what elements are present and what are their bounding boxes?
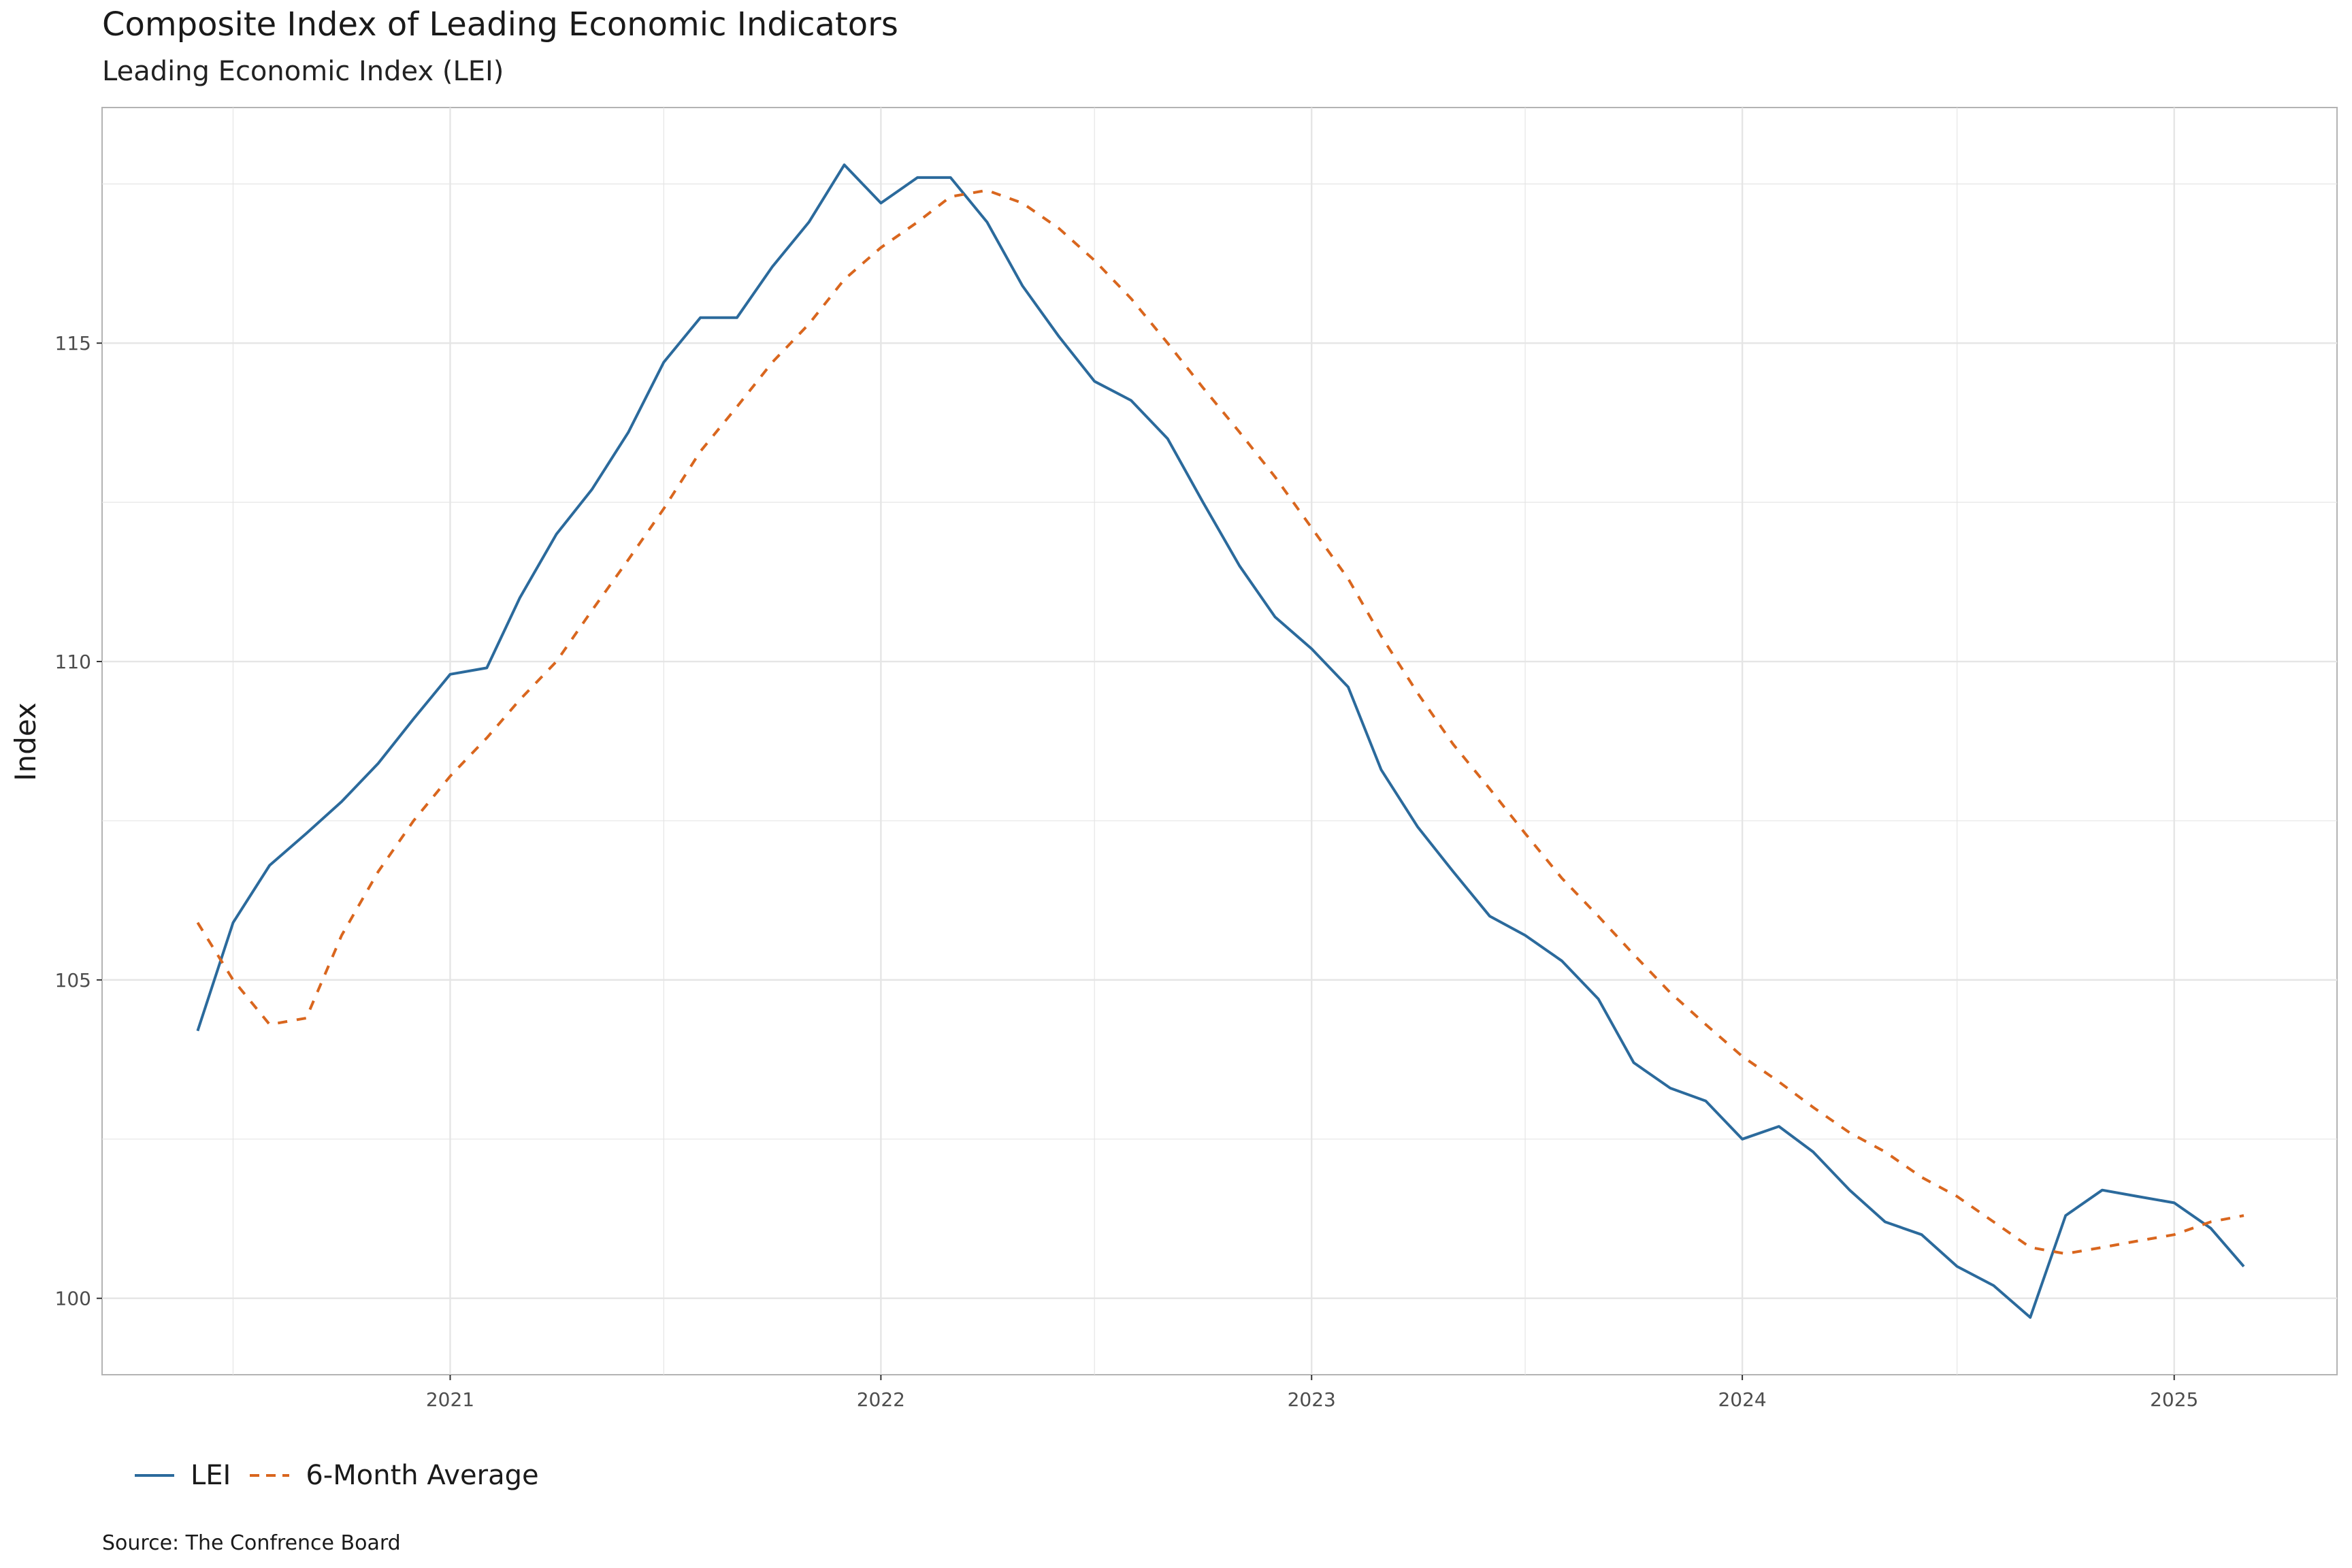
chart-subtitle: Leading Economic Index (LEI): [102, 56, 504, 87]
series-line-6-month-average: [196, 189, 2244, 1256]
legend-key-lei: [135, 1474, 174, 1477]
y-axis-title: Index: [9, 702, 42, 781]
legend-item-lei: LEI: [133, 1460, 231, 1491]
x-tick-label: 2022: [857, 1388, 905, 1411]
source-caption: Source: The Confrence Board: [102, 1531, 401, 1555]
legend-item-6-month-average: 6-Month Average: [248, 1460, 539, 1491]
y-tick-label: 100: [55, 1288, 91, 1310]
x-tick-label: 2023: [1288, 1388, 1336, 1411]
x-tick-label: 2021: [426, 1388, 474, 1411]
legend-label-6-month-average: 6-Month Average: [306, 1460, 539, 1491]
x-axis-ticks: 2021 2022 2023 2024 2025: [426, 1375, 2198, 1411]
chart-title: Composite Index of Leading Economic Indi…: [102, 5, 898, 44]
y-tick-label: 115: [55, 332, 91, 355]
minor-grid: [102, 108, 2337, 1375]
series-layer: [196, 163, 2245, 1319]
legend-key-6-month-average: [250, 1474, 290, 1477]
legend-label-lei: LEI: [191, 1460, 231, 1491]
y-tick-label: 110: [55, 651, 91, 673]
x-tick-label: 2024: [1718, 1388, 1766, 1411]
plot-panel: [101, 107, 2338, 1375]
y-tick-label: 105: [55, 969, 91, 992]
major-grid: [102, 108, 2337, 1375]
series-line-lei: [196, 163, 2245, 1319]
x-tick-label: 2025: [2150, 1388, 2198, 1411]
y-axis-ticks: 100 105 110 115: [55, 332, 102, 1310]
legend: LEI 6-Month Average: [133, 1460, 539, 1491]
